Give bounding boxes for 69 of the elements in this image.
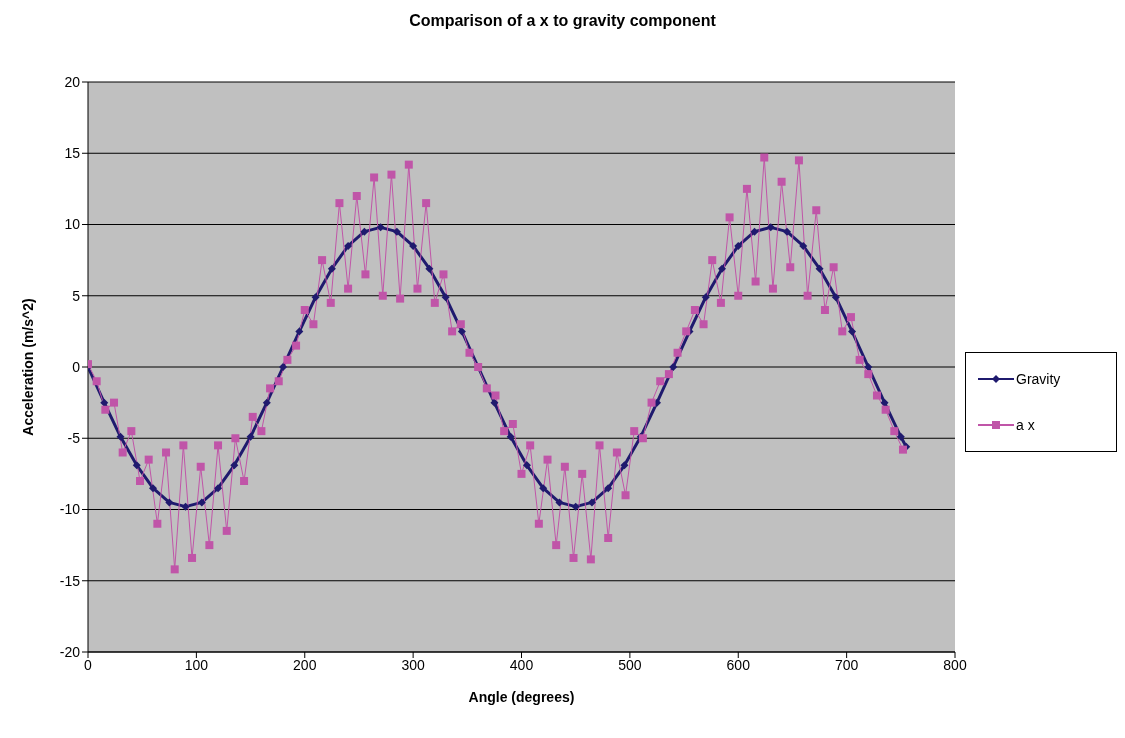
point [149,484,158,493]
point [214,484,223,493]
point [669,363,678,371]
point [457,327,466,336]
point [587,498,596,507]
point [197,498,206,507]
point [311,293,320,302]
x-tick-label: 400 [509,656,534,673]
x-tick-label: 800 [943,656,967,673]
point [246,432,255,441]
point [506,432,515,441]
point [165,498,174,507]
legend-label: a x [1016,417,1035,433]
point [880,398,889,407]
point [831,293,840,302]
point [896,432,905,441]
point [409,241,418,250]
point [864,363,873,371]
point [344,241,353,250]
point [539,484,548,493]
point [392,227,401,236]
x-tick-label: 700 [834,656,859,673]
point [230,461,239,470]
y-tick-label: 15 [64,145,81,162]
x-tick-label: 100 [184,656,209,673]
point [750,227,759,236]
point [279,363,288,371]
point [555,498,564,507]
chart-title: Comparison of a x to gravity component [408,11,717,31]
legend-label: Gravity [1016,371,1061,387]
point [620,461,629,470]
point [181,502,190,511]
x-tick-label: 500 [618,656,642,673]
x-tick-label: 300 [401,656,426,673]
point [815,264,824,273]
y-tick-label: -5 [67,430,81,447]
point [799,241,808,250]
point [848,327,857,336]
point [766,223,775,232]
point [116,432,125,441]
point [701,293,710,302]
y-tick-label: -10 [59,501,81,518]
y-tick-label: 10 [64,216,81,233]
y-tick-label: -15 [59,572,81,589]
x-tick-label: 600 [726,656,751,673]
y-tick-label: 20 [64,73,81,90]
point [734,241,743,250]
point [360,227,369,236]
point [490,398,499,407]
point [376,223,385,232]
point [295,327,304,336]
point [522,461,531,470]
x-axis-title: Angle (degrees) [468,689,575,705]
point [441,293,450,302]
y-tick-label: 0 [72,358,81,375]
y-tick-label: -20 [59,643,81,660]
point [425,264,434,273]
point [571,502,580,511]
x-tick-label: 0 [84,656,93,673]
point [327,264,336,273]
point [604,484,613,493]
x-tick-label: 200 [293,656,317,673]
point [783,227,792,236]
point [717,264,726,273]
y-tick-label: 5 [72,287,81,304]
point [100,398,109,407]
point [132,461,141,470]
y-axis-title: Acceleration (m/s^2) [19,298,36,436]
point [262,398,271,407]
